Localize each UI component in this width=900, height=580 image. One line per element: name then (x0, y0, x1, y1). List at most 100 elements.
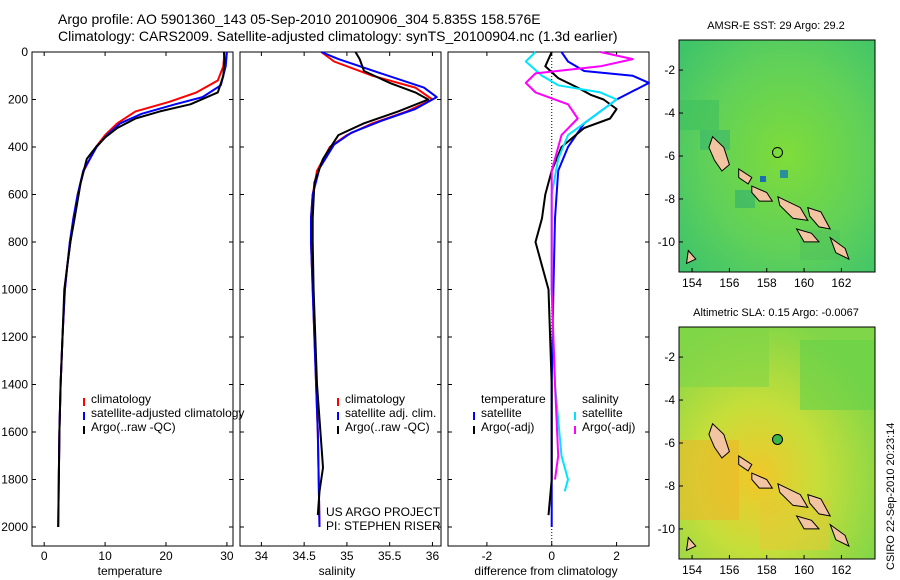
x-tick-label: 10 (98, 549, 112, 563)
side-timestamp: CSIRO 22-Sep-2010 20:23:14 (885, 423, 897, 570)
x-tick-label: 36 (426, 549, 440, 563)
island-outline (738, 167, 753, 185)
island-outline (685, 536, 697, 552)
x-tick-label: 0 (548, 549, 555, 563)
map-x-tick-label: 154 (682, 563, 702, 577)
y-tick-label: 800 (8, 235, 28, 249)
y-tick-label: 1600 (1, 425, 28, 439)
y-tick-label: 1000 (1, 283, 28, 297)
sst-map-axes: 154 156 158 160 162 -2 -4 -6 -8 -10 (658, 63, 852, 290)
y-tick-label: 0 (21, 45, 28, 59)
sla-coastlines (685, 422, 850, 552)
salinity-axes-frame (239, 51, 442, 547)
map-y-tick-label: -6 (664, 149, 675, 163)
header-line-1: Argo profile: AO 5901360_143 05-Sep-2010… (58, 11, 541, 27)
island-outline (807, 206, 832, 230)
y-tick-label: 600 (8, 188, 28, 202)
map-y-tick-label: -2 (664, 350, 675, 364)
sst-coastlines (685, 135, 850, 265)
map-x-tick-label: 154 (682, 276, 702, 290)
series-line (524, 51, 618, 492)
island-outline (738, 454, 753, 472)
y-tick-label: 1200 (1, 330, 28, 344)
y-tick-label: 2000 (1, 520, 28, 534)
map-x-tick-label: 158 (757, 563, 777, 577)
y-tick-label: 200 (8, 93, 28, 107)
island-outline (751, 472, 774, 489)
map-x-tick-label: 158 (757, 276, 777, 290)
legend-header-salinity: salinity (582, 392, 619, 406)
difference-xlabel: difference from climatology (474, 564, 617, 578)
header-line-2: Climatology: CARS2009. Satellite-adjuste… (58, 28, 618, 44)
series-line (524, 51, 634, 480)
temperature-profile-panel: 0 200 400 600 800 1000 1200 1400 1600 1800 2000 0 1… (1, 45, 244, 578)
map-x-tick-label: 160 (794, 563, 814, 577)
map-x-tick-label: 156 (719, 276, 739, 290)
sla-map-panel: Altimetric SLA: 0.15 Argo: -0.0067 154 15… (658, 307, 876, 577)
y-tick-label: 1400 (1, 378, 28, 392)
legend-label-sal-satellite: satellite (582, 406, 623, 420)
series-line (57, 51, 226, 528)
y-tick-label: 400 (8, 140, 28, 154)
sst-map-panel: AMSR-E SST: 29 Argo: 29.2 154 156 158 160 16… (658, 20, 876, 290)
series-line (310, 51, 434, 528)
island-outline (777, 482, 809, 509)
x-tick-label: 35.5 (378, 549, 402, 563)
island-outline (751, 185, 774, 202)
difference-legend: temperature salinity satellite Argo(-adj… (473, 392, 635, 434)
depth-axis: 0 200 400 600 800 1000 1200 1400 1600 1800 2000 (1, 45, 28, 534)
map-y-tick-label: -8 (664, 479, 675, 493)
island-outline (685, 249, 697, 265)
x-tick-label: -2 (482, 549, 493, 563)
temperature-series (57, 51, 228, 528)
x-tick-label: 34.5 (292, 549, 316, 563)
map-y-tick-label: -2 (664, 63, 675, 77)
x-tick-label: 30 (220, 549, 234, 563)
map-x-tick-label: 156 (719, 563, 739, 577)
y-tick-label: 1800 (1, 473, 28, 487)
island-outline (777, 195, 809, 222)
legend-label-temp-satellite: satellite (481, 406, 522, 420)
sst-field (679, 40, 875, 272)
island-outline (708, 135, 730, 172)
series-line (311, 51, 430, 516)
legend-label-argo: Argo(..raw -QC) (91, 420, 176, 434)
map-x-tick-label: 162 (831, 276, 851, 290)
legend-label-climatology: climatology (345, 392, 405, 406)
island-outline (708, 422, 730, 459)
sla-map-axes: 154 156 158 160 162 -2 -4 -6 -8 -10 (658, 350, 852, 577)
sla-map-title: Altimetric SLA: 0.15 Argo: -0.0067 (693, 307, 859, 319)
map-x-tick-label: 162 (831, 563, 851, 577)
map-y-tick-label: -10 (658, 235, 676, 249)
legend-label-satellite: satellite-adjusted climatology (91, 406, 244, 420)
map-y-tick-label: -4 (664, 106, 675, 120)
sst-map-title: AMSR-E SST: 29 Argo: 29.2 (707, 20, 845, 32)
map-y-tick-label: -4 (664, 393, 675, 407)
salinity-x-axis: 34 34.5 35 35.5 36 (240, 51, 441, 563)
salinity-profile-panel: 34 34.5 35 35.5 36 salinity climatology sate… (239, 51, 442, 578)
series-line (550, 51, 650, 527)
map-y-tick-label: -8 (664, 192, 675, 206)
salinity-series (310, 51, 438, 528)
x-tick-label: 34 (255, 549, 269, 563)
difference-axes-frame (447, 51, 650, 547)
temperature-legend: climatology satellite-adjusted climatolo… (83, 392, 244, 434)
sst-pixel-noise (679, 100, 840, 260)
legend-label-satellite: satellite adj. clim. (345, 406, 436, 420)
x-tick-label: 0 (41, 549, 48, 563)
island-outline (829, 523, 850, 548)
island-outline (795, 228, 821, 243)
sla-argo-marker (771, 433, 783, 445)
map-y-tick-label: -10 (658, 522, 676, 536)
x-tick-label: 2 (613, 549, 620, 563)
project-label: US ARGO PROJECT (326, 505, 441, 519)
series-line (310, 51, 438, 528)
series-line (57, 51, 228, 528)
map-y-tick-label: -6 (664, 436, 675, 450)
sla-patches (679, 327, 875, 550)
map-x-tick-label: 160 (794, 276, 814, 290)
x-tick-label: 35 (340, 549, 354, 563)
sst-argo-marker (771, 146, 783, 158)
difference-profile-panel: -2 0 2 difference from climatology tempera… (447, 51, 650, 578)
